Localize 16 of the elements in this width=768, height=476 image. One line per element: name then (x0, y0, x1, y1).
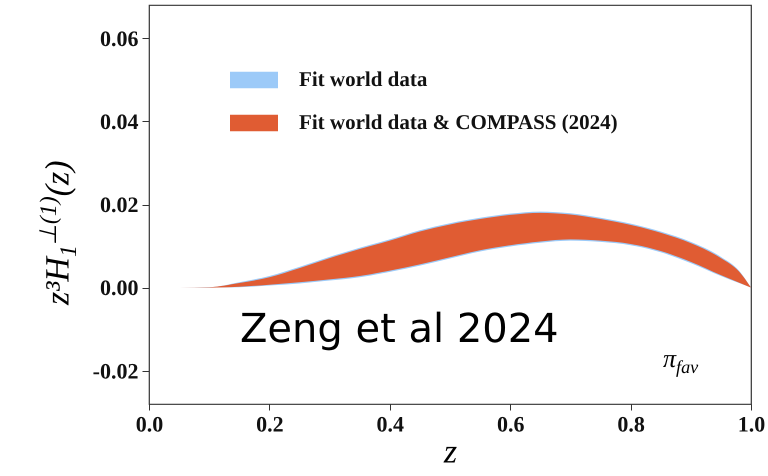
annotation: Zeng et al 2024 (240, 306, 559, 352)
y-tick-label: 0.00 (100, 275, 138, 300)
legend-label: Fit world data (299, 67, 428, 91)
x-axis-title: z (442, 434, 458, 470)
x-tick-label: 0.2 (256, 412, 284, 436)
y-tick-label: 0.06 (100, 26, 138, 51)
y-tick-label: 0.04 (100, 108, 138, 134)
x-tick-label: 0.8 (617, 412, 645, 436)
annotation: π$_{fav}$ (663, 344, 698, 378)
y-tick-label: -0.02 (92, 358, 138, 384)
y-tick-label: 0.02 (100, 192, 138, 217)
x-tick-label: 0.6 (496, 412, 524, 436)
x-tick-label: 0.0 (136, 412, 164, 436)
x-tick-label: 1.0 (738, 412, 766, 436)
x-tick-label: 0.4 (376, 412, 404, 436)
legend-label: Fit world data & COMPASS (2024) (299, 110, 618, 134)
